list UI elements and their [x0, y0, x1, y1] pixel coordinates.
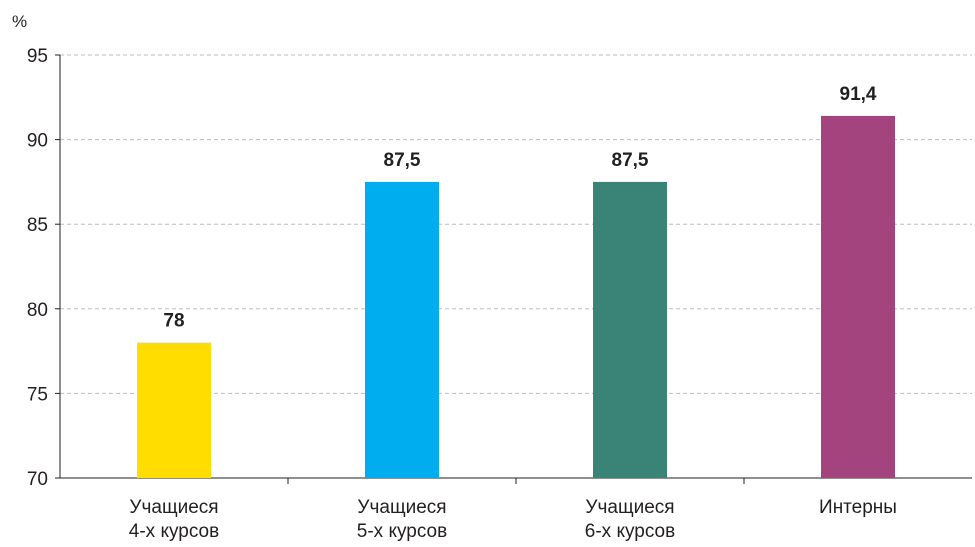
value-labels: 78 87,5 87,5 91,4	[163, 84, 876, 332]
category-label-line: Учащиеся	[585, 497, 674, 518]
category-label: Учащиеся 4-х курсов	[129, 497, 219, 542]
y-tick-label: 85	[27, 215, 48, 236]
value-label: 87,5	[612, 150, 649, 171]
value-label: 91,4	[840, 84, 877, 105]
category-label-line: 6-х курсов	[585, 521, 675, 542]
value-label: 87,5	[384, 150, 421, 171]
y-tick-labels: 70 75 80 85 90 95	[27, 46, 48, 490]
bars	[137, 115, 895, 479]
y-tick-label: 95	[27, 46, 48, 67]
bar	[593, 181, 667, 478]
bar	[821, 115, 895, 479]
gridlines	[60, 54, 972, 394]
category-label-line: Учащиеся	[357, 497, 446, 518]
y-tick-label: 70	[27, 469, 48, 490]
y-tick-label: 80	[27, 300, 48, 321]
y-tick-label: 75	[27, 384, 48, 405]
bar	[137, 342, 211, 478]
category-label: Интерны	[819, 497, 897, 518]
category-label-line: 4-х курсов	[129, 521, 219, 542]
category-label-line: 5-х курсов	[357, 521, 447, 542]
category-label-line: Учащиеся	[129, 497, 218, 518]
axes	[55, 54, 972, 484]
category-label: Учащиеся 6-х курсов	[585, 497, 675, 542]
bar	[365, 181, 439, 478]
category-label: Учащиеся 5-х курсов	[357, 497, 447, 542]
y-tick-label: 90	[27, 131, 48, 152]
y-axis-unit-label: %	[12, 12, 27, 31]
category-label-line: Интерны	[819, 497, 897, 518]
value-label: 78	[163, 311, 184, 332]
